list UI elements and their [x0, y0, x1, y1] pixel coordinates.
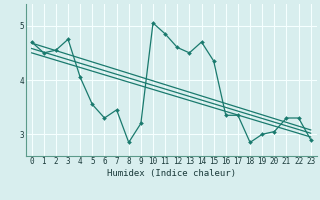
X-axis label: Humidex (Indice chaleur): Humidex (Indice chaleur)	[107, 169, 236, 178]
